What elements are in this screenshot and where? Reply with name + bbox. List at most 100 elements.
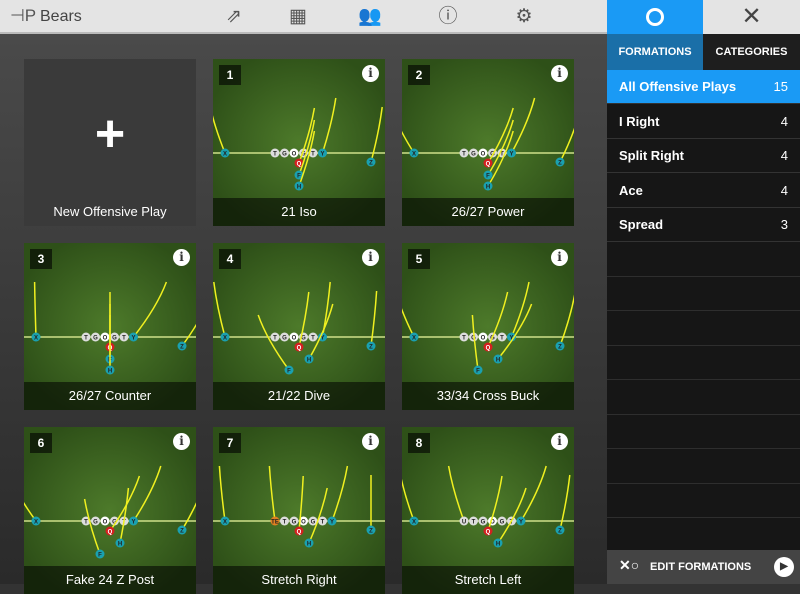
play-tile[interactable]: X T G O G T Y Z Q H F 4 i 21/22 Dive [213, 243, 385, 410]
player-label: X [223, 520, 227, 526]
route-line [298, 130, 316, 187]
player-marker [294, 181, 304, 191]
formation-item[interactable]: I Right 4 [607, 105, 800, 139]
player-label: G [301, 152, 306, 158]
tab-categories[interactable]: CATEGORIES [703, 34, 800, 70]
share-icon[interactable]: ⇗ [226, 6, 242, 27]
player-label: Y [509, 152, 513, 158]
empty-row [607, 312, 800, 346]
player-label: H [108, 369, 112, 375]
play-tile[interactable]: X T G O G T Y Z Q H F 6 i Fake 24 Z Post [24, 427, 196, 594]
play-name: Fake 24 Z Post [24, 566, 196, 594]
player-label: T [311, 152, 315, 158]
player-marker [119, 332, 129, 342]
player-marker [555, 341, 565, 351]
player-marker [507, 148, 516, 158]
sidebar: ✕ FORMATIONS CATEGORIES All Offensive Pl… [607, 0, 800, 584]
player-label: Z [558, 161, 562, 167]
formation-item[interactable]: Split Right 4 [607, 139, 800, 173]
empty-row [607, 450, 800, 484]
play-tile[interactable]: X T G O G T Y Z Q F H 2 i 26/27 Power [402, 59, 574, 226]
play-tile[interactable]: X T G O G T Y Z Q F H 3 i 26/27 Counter [24, 243, 196, 410]
info-icon[interactable]: i [362, 433, 379, 450]
play-tile[interactable]: X T G O G T Y Z Q F H 1 i 21 Iso [213, 59, 385, 226]
player-label: Q [297, 162, 302, 168]
player-marker [308, 332, 318, 342]
info-icon[interactable]: i [362, 249, 379, 266]
route-line [119, 487, 130, 544]
player-label: TE [271, 520, 279, 526]
info-icon[interactable]: i [173, 433, 190, 450]
player-label: T [462, 336, 466, 342]
users-icon[interactable]: 👥 [358, 6, 382, 27]
player-label: Y [131, 336, 135, 342]
player-marker [129, 516, 138, 526]
tab-formations[interactable]: FORMATIONS [607, 34, 703, 70]
player-label: X [412, 520, 416, 526]
info-icon[interactable]: ⓘ [438, 6, 458, 27]
route-line [181, 502, 196, 531]
route-line [370, 106, 383, 163]
player-label: G [500, 520, 505, 526]
player-label: O [481, 336, 486, 342]
play-number: 5 [408, 249, 430, 269]
formation-item[interactable]: All Offensive Plays 15 [607, 70, 800, 104]
team-title: Bears [40, 8, 82, 25]
player-marker [304, 354, 314, 364]
formation-label: All Offensive Plays [619, 79, 737, 94]
play-tile[interactable]: X T G O G T Y Z Q H F 5 i 33/34 Cross Buck [402, 243, 574, 410]
formation-item[interactable]: Spread 3 [607, 208, 800, 242]
player-label: T [500, 152, 504, 158]
player-marker [289, 148, 299, 158]
player-label: G [471, 152, 476, 158]
gear-icon[interactable]: ⚙ [515, 6, 533, 27]
route-line [510, 281, 530, 338]
grid-icon[interactable]: ▦ [289, 6, 307, 27]
player-marker [469, 516, 478, 526]
formation-item[interactable]: Ace 4 [607, 174, 800, 208]
info-icon[interactable]: i [551, 249, 568, 266]
info-icon[interactable]: i [551, 65, 568, 82]
player-marker [280, 148, 289, 158]
edit-formations-button[interactable]: ✕○ EDIT FORMATIONS ▶ [607, 550, 800, 584]
player-marker [284, 365, 294, 375]
formation-count: 4 [780, 148, 788, 163]
route-line [487, 107, 514, 164]
close-button[interactable]: ✕ [703, 0, 800, 34]
player-label: G [490, 336, 495, 342]
info-icon[interactable]: i [362, 65, 379, 82]
route-line [24, 501, 37, 522]
player-label: Y [320, 152, 324, 158]
play-number: 7 [219, 433, 241, 453]
player-marker [304, 538, 314, 548]
play-icon[interactable]: ▶ [774, 557, 794, 577]
player-label: Z [180, 529, 184, 535]
info-icon[interactable]: i [551, 433, 568, 450]
formation-circle-button[interactable] [607, 0, 703, 34]
new-play-tile[interactable]: + New Offensive Play [24, 59, 196, 226]
route-line [109, 475, 141, 532]
player-label: H [486, 185, 490, 191]
player-label: O [103, 520, 108, 526]
player-label: G [282, 336, 287, 342]
player-label: T [510, 520, 514, 526]
play-tile[interactable]: X U T G O G T Y Z Q H 8 i Stretch Left [402, 427, 574, 594]
route-line [559, 294, 574, 347]
player-label: Z [369, 529, 373, 535]
player-label: Z [558, 529, 562, 535]
player-label: T [321, 520, 325, 526]
player-marker [177, 525, 187, 535]
player-label: Y [519, 520, 523, 526]
plus-icon: + [94, 105, 126, 163]
route-line [559, 474, 571, 531]
player-marker [294, 158, 304, 168]
play-name: 33/34 Cross Buck [402, 382, 574, 410]
player-label: Z [558, 345, 562, 351]
play-number: 1 [219, 65, 241, 85]
player-marker [473, 365, 483, 375]
logo-icon[interactable]: ⊣P [10, 6, 37, 25]
play-tile[interactable]: X TE T G O G T Y Z Q H 7 i Stretch Right [213, 427, 385, 594]
info-icon[interactable]: i [173, 249, 190, 266]
